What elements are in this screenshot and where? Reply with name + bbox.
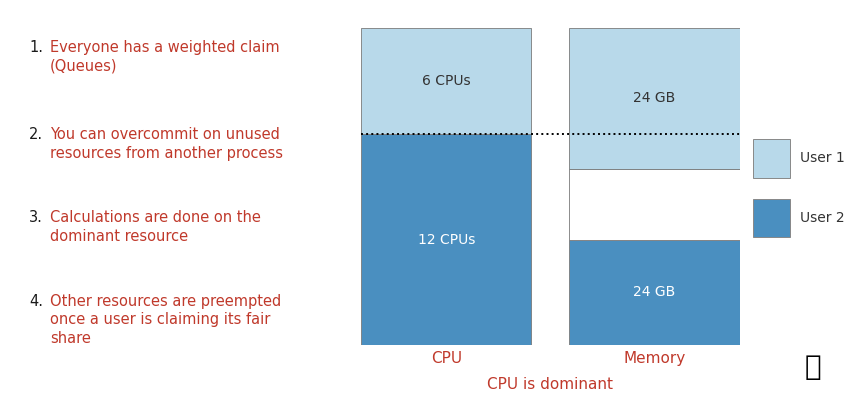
Text: 🦁: 🦁 [804,353,821,381]
Text: Everyone has a weighted claim
(Queues): Everyone has a weighted claim (Queues) [50,40,280,73]
Text: You can overcommit on unused
resources from another process: You can overcommit on unused resources f… [50,127,283,161]
Bar [752,139,790,177]
Bar [361,134,531,345]
Text: 6 CPUs: 6 CPUs [422,74,470,88]
Text: 24 GB: 24 GB [633,91,676,105]
Text: User 1: User 1 [800,151,845,165]
Text: 2.: 2. [29,127,43,142]
Bar [361,28,531,134]
Text: CPU is dominant: CPU is dominant [488,377,613,392]
Bar [569,169,740,239]
Text: User 2: User 2 [800,211,845,225]
Text: 4.: 4. [29,294,43,309]
Bar [752,198,790,237]
Text: 1.: 1. [29,40,43,55]
Text: Calculations are done on the
dominant resource: Calculations are done on the dominant re… [50,210,261,244]
Text: Other resources are preempted
once a user is claiming its fair
share: Other resources are preempted once a use… [50,294,281,346]
Text: 24 GB: 24 GB [633,285,676,299]
Text: 12 CPUs: 12 CPUs [418,233,475,247]
Bar [569,28,740,169]
Bar [569,239,740,345]
Text: 3.: 3. [29,210,43,225]
